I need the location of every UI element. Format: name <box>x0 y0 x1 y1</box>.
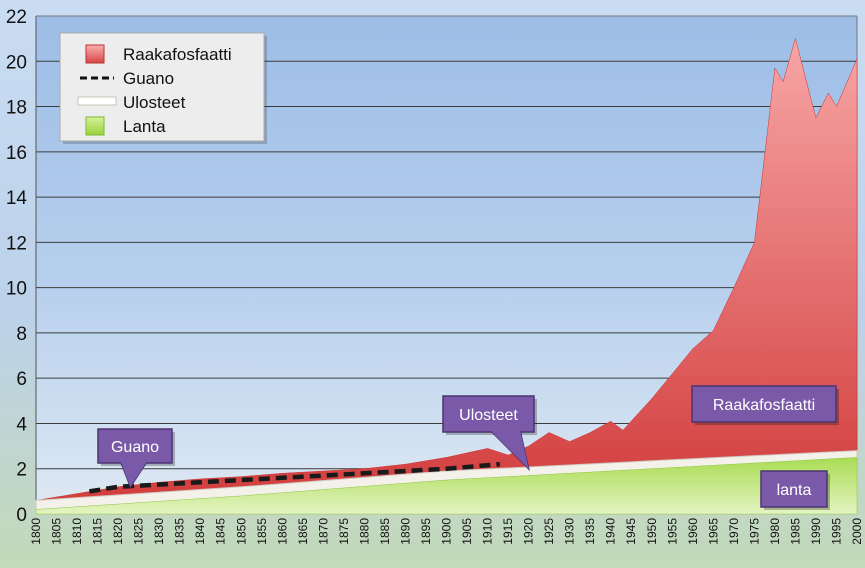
x-tick-label: 1905 <box>460 518 474 545</box>
x-tick-label: 1945 <box>624 518 638 545</box>
callout-box <box>760 470 828 508</box>
x-tick-label: 1995 <box>829 518 843 545</box>
x-tick-label: 1825 <box>132 518 146 545</box>
callout-ulosteet: Ulosteet <box>442 395 537 472</box>
x-tick-label: 1975 <box>747 518 761 545</box>
x-tick-label: 1865 <box>296 518 310 545</box>
x-tick-label: 1960 <box>686 518 700 545</box>
x-tick-label: 1925 <box>542 518 556 545</box>
x-tick-label: 1900 <box>440 518 454 545</box>
legend-item-guano: Guano <box>80 69 174 88</box>
callout-label: lanta <box>777 482 812 499</box>
x-tick-label: 1850 <box>234 518 248 545</box>
legend-label: Ulosteet <box>123 93 186 112</box>
x-tick-label: 1835 <box>173 518 187 545</box>
x-tick-label: 1990 <box>809 518 823 545</box>
legend-item-ulosteet: Ulosteet <box>77 93 186 112</box>
y-tick-label: 16 <box>6 143 27 164</box>
callout-box <box>691 385 837 423</box>
legend: Raakafosfaatti Guano Ulosteet Lanta <box>59 32 267 144</box>
callout-lanta: lanta <box>760 470 830 510</box>
x-tick-label: 1885 <box>378 518 392 545</box>
legend-label: Guano <box>123 69 174 88</box>
x-tick-label: 1920 <box>522 518 536 545</box>
y-tick-label: 12 <box>6 233 27 254</box>
x-tick-label: 1875 <box>337 518 351 545</box>
callout-label: Guano <box>111 439 159 456</box>
x-tick-label: 1955 <box>665 518 679 545</box>
x-tick-label: 1950 <box>645 518 659 545</box>
x-tick-label: 2000 <box>850 518 864 545</box>
x-tick-label: 1805 <box>50 518 64 545</box>
series-lanta-area <box>35 457 858 515</box>
x-axis-ticks: 1800 1805 1810 1815 1820 1825 1830 1835 1840 1845… <box>29 518 864 545</box>
y-tick-label: 18 <box>6 98 27 119</box>
x-tick-label: 1890 <box>398 518 412 545</box>
y-tick-label: 22 <box>6 7 27 28</box>
series-guano-line <box>89 461 501 494</box>
x-tick-label: 1840 <box>193 518 207 545</box>
series-marks <box>35 37 858 515</box>
x-tick-label: 1800 <box>29 518 43 545</box>
y-tick-label: 8 <box>16 324 27 345</box>
x-tick-label: 1880 <box>357 518 371 545</box>
callout-guano: Guano <box>97 428 175 489</box>
x-tick-label: 1935 <box>583 518 597 545</box>
legend-band-icon <box>77 96 117 106</box>
callout-raakafosfaatti: Raakafosfaatti <box>691 385 839 425</box>
callout-label: Raakafosfaatti <box>713 397 815 414</box>
x-tick-label: 1820 <box>111 518 125 545</box>
x-tick-label: 1980 <box>768 518 782 545</box>
x-tick-label: 1910 <box>481 518 495 545</box>
legend-swatch-icon <box>85 44 105 64</box>
x-tick-label: 1870 <box>316 518 330 545</box>
callout-box <box>97 428 173 464</box>
y-tick-label: 0 <box>16 505 27 526</box>
callout-label: Ulosteet <box>459 407 518 424</box>
callout-pointer-fill <box>120 460 148 487</box>
y-tick-label: 2 <box>16 460 27 481</box>
x-tick-label: 1830 <box>152 518 166 545</box>
callout-pointer-fill <box>490 430 529 469</box>
callout-box <box>442 395 535 433</box>
x-tick-label: 1985 <box>788 518 802 545</box>
legend-swatch-icon <box>85 116 105 136</box>
y-tick-label: 10 <box>6 279 27 300</box>
x-tick-label: 1815 <box>91 518 105 545</box>
x-tick-label: 1895 <box>419 518 433 545</box>
x-tick-label: 1970 <box>727 518 741 545</box>
legend-label: Lanta <box>123 117 166 136</box>
y-axis-ticks: 0 2 4 6 8 10 12 14 16 18 20 22 <box>6 7 28 526</box>
x-tick-label: 1845 <box>214 518 228 545</box>
y-tick-label: 20 <box>6 52 27 73</box>
x-tick-label: 1810 <box>70 518 84 545</box>
x-tick-label: 1965 <box>706 518 720 545</box>
y-tick-label: 4 <box>16 414 27 435</box>
x-tick-label: 1855 <box>255 518 269 545</box>
y-tick-label: 6 <box>16 369 27 390</box>
callouts: Guano Ulosteet Raakafosfaatti lanta <box>97 385 839 510</box>
x-tick-label: 1860 <box>275 518 289 545</box>
x-tick-label: 1940 <box>604 518 618 545</box>
legend-item-lanta: Lanta <box>85 116 166 136</box>
x-tick-label: 1915 <box>501 518 515 545</box>
x-tick-label: 1930 <box>563 518 577 545</box>
legend-label: Raakafosfaatti <box>123 45 232 64</box>
legend-item-raakafosfaatti: Raakafosfaatti <box>85 44 232 64</box>
y-tick-label: 14 <box>6 188 28 209</box>
